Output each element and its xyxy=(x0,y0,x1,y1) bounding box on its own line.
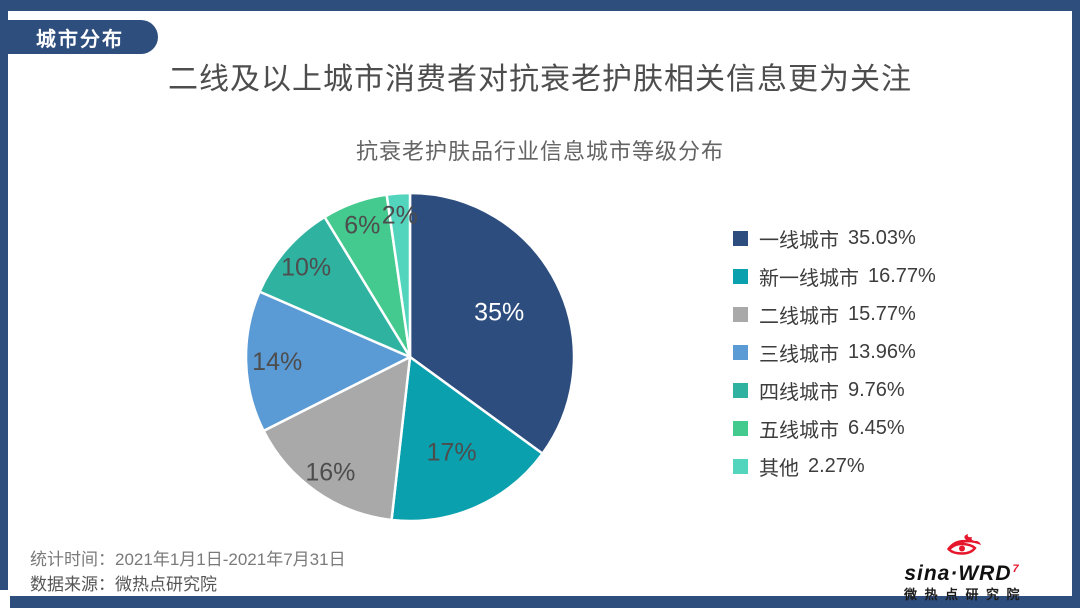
legend-value: 16.77% xyxy=(868,265,936,288)
legend-label: 其他 xyxy=(759,458,799,481)
legend-value: 35.03% xyxy=(848,227,916,250)
pie-slice-label-4: 10% xyxy=(281,254,331,282)
legend-value: 6.45% xyxy=(848,417,905,440)
pie-chart-container: 35% 17% 16% 14% 10% 6% 2% xyxy=(242,189,578,525)
pie-slice-3 xyxy=(244,290,412,433)
pie-slice-1 xyxy=(390,355,544,523)
legend-swatch xyxy=(733,345,748,361)
pie-slice-label-0: 35% xyxy=(474,299,524,327)
legend-label: 三线城市 xyxy=(759,344,839,367)
frame-top-bar xyxy=(0,0,1080,11)
pie-slice-2 xyxy=(262,355,412,522)
legend-item: 四线城市 9.76% xyxy=(733,379,936,405)
frame-bottom-bar xyxy=(10,596,1080,608)
page-title: 二线及以上城市消费者对抗衰老护肤相关信息更为关注 xyxy=(168,63,912,96)
legend-swatch xyxy=(733,231,748,247)
legend-label: 二线城市 xyxy=(759,306,839,329)
sina-eye-icon xyxy=(947,534,981,555)
legend-swatch xyxy=(733,269,748,285)
chart-title: 抗衰老护肤品行业信息城市等级分布 xyxy=(355,139,724,164)
legend-label: 一线城市 xyxy=(759,230,839,253)
legend-item: 二线城市 15.77% xyxy=(733,303,936,329)
frame-left-bar xyxy=(0,11,8,590)
pie-slice-label-3: 14% xyxy=(252,348,302,376)
legend-label: 五线城市 xyxy=(759,420,839,443)
section-tag-label: 城市分布 xyxy=(36,28,124,51)
legend-label: 新一线城市 xyxy=(759,268,859,291)
brand-mark: 7 xyxy=(1012,563,1020,575)
legend-value: 2.27% xyxy=(808,455,865,478)
footer-notes: 统计时间：2021年1月1日-2021年7月31日 数据来源：微热点研究院 xyxy=(30,548,346,597)
legend-value: 9.76% xyxy=(848,379,905,402)
legend-item: 三线城市 13.96% xyxy=(733,341,936,367)
data-source-note: 数据来源：微热点研究院 xyxy=(30,574,217,594)
legend-item: 五线城市 6.45% xyxy=(733,417,936,443)
legend-value: 15.77% xyxy=(848,303,916,326)
stat-time-note: 统计时间：2021年1月1日-2021年7月31日 xyxy=(30,550,346,569)
brand-subtitle: 微热点研究院 xyxy=(903,587,1027,602)
legend-value: 13.96% xyxy=(848,341,916,364)
pie-slice-label-5: 6% xyxy=(344,211,380,239)
pie-slice-4 xyxy=(258,215,412,359)
legend-item: 一线城市 35.03% xyxy=(733,227,936,253)
pie-chart: 35% 17% 16% 14% 10% 6% 2% xyxy=(244,191,576,523)
pie-slice-label-6: 2% xyxy=(382,202,418,230)
pie-slice-6 xyxy=(385,191,412,359)
brand-logo: sina·WRD7 微热点研究院 xyxy=(882,533,1042,604)
legend-item: 新一线城市 16.77% xyxy=(733,265,936,291)
pie-slice-label-2: 16% xyxy=(305,458,355,486)
pie-slice-label-1: 17% xyxy=(427,439,477,467)
frame-right-bar xyxy=(1072,0,1080,608)
chart-legend: 一线城市 35.03% 新一线城市 16.77% 二线城市 15.77% 三线城… xyxy=(733,227,936,481)
brand-text: sina·WRD xyxy=(904,562,1012,585)
legend-swatch xyxy=(733,421,748,437)
legend-swatch xyxy=(733,383,748,399)
pie-slice-0 xyxy=(408,191,576,455)
legend-label: 四线城市 xyxy=(759,382,839,405)
legend-swatch xyxy=(733,307,748,323)
legend-swatch xyxy=(733,459,748,475)
brand-wordmark: sina·WRD7 xyxy=(882,558,1042,585)
legend-item: 其他 2.27% xyxy=(733,455,936,481)
section-tag: 城市分布 xyxy=(8,20,158,54)
